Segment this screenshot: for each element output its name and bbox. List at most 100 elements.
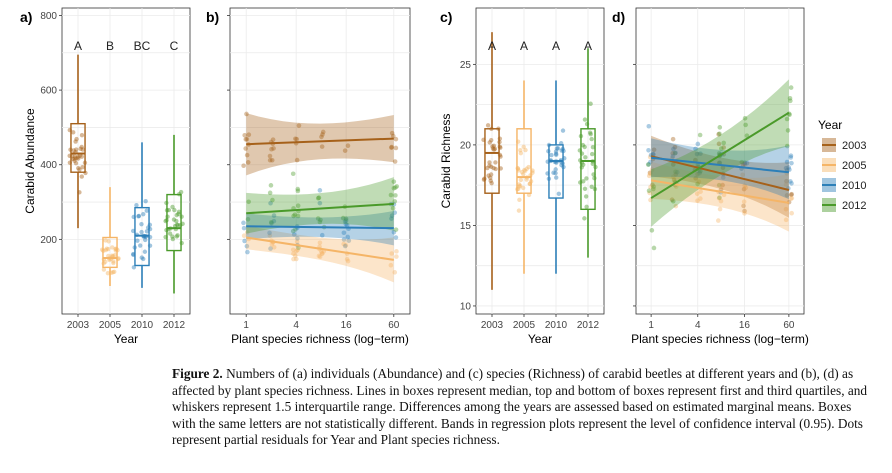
b-point xyxy=(317,188,323,193)
b-point xyxy=(394,254,399,259)
c-point xyxy=(582,144,587,150)
c-point xyxy=(554,175,559,180)
c-point xyxy=(584,176,589,181)
b-point xyxy=(319,249,324,255)
b-xtick-label: 60 xyxy=(388,320,400,331)
d-point xyxy=(720,165,726,171)
c-point xyxy=(493,160,498,165)
c-point xyxy=(488,175,493,180)
a-point xyxy=(170,234,175,239)
a-point xyxy=(142,237,148,243)
b-point xyxy=(316,253,322,259)
c-point xyxy=(582,186,588,191)
d-point xyxy=(743,122,748,128)
c-point xyxy=(519,169,525,175)
c-box xyxy=(548,144,564,199)
a-point xyxy=(136,214,141,219)
legend-item-label: 2005 xyxy=(842,160,866,172)
a-point xyxy=(136,213,142,219)
d-point xyxy=(784,159,790,165)
d-point xyxy=(717,195,722,200)
b-point xyxy=(245,230,250,235)
d-point xyxy=(649,167,655,172)
a-significance-letter: B xyxy=(106,39,114,53)
d-point xyxy=(647,170,653,176)
a-ytick-label: 400 xyxy=(40,160,57,171)
c-point xyxy=(589,136,594,142)
b-point xyxy=(389,251,394,256)
a-significance-letter: C xyxy=(170,39,179,53)
b-point xyxy=(293,253,298,259)
c-point xyxy=(521,171,526,177)
b-point xyxy=(393,235,399,240)
d-point xyxy=(695,171,700,177)
b-point xyxy=(343,218,349,223)
c-xtick-label: 2003 xyxy=(481,320,504,331)
a-point xyxy=(78,146,83,151)
d-point xyxy=(673,203,679,209)
c-point xyxy=(493,166,498,172)
b-point xyxy=(389,213,395,218)
b-point xyxy=(292,212,298,217)
d-point xyxy=(788,85,794,90)
d-point xyxy=(672,144,678,150)
a-point xyxy=(167,231,173,236)
c-point xyxy=(518,150,524,156)
a-point xyxy=(142,249,148,254)
b-point xyxy=(294,248,299,254)
d-point xyxy=(671,177,677,183)
b-point xyxy=(290,171,296,177)
d-point xyxy=(787,95,793,101)
d-point xyxy=(741,186,747,192)
d-point xyxy=(789,160,794,166)
d-point xyxy=(788,155,794,160)
b-point xyxy=(270,197,275,203)
d-point xyxy=(789,210,794,216)
a-point xyxy=(172,207,177,213)
d-confidence-band xyxy=(651,138,789,200)
d-point xyxy=(721,192,727,198)
c-point xyxy=(526,164,531,170)
b-point xyxy=(270,137,276,142)
b-point xyxy=(343,242,349,248)
figure: a) Carabid Abundance Year A B BC C 2003 2005 2… xyxy=(20,7,866,346)
b-point xyxy=(391,179,397,184)
b-point xyxy=(317,219,323,225)
b-point xyxy=(271,146,276,151)
c-point xyxy=(555,146,561,151)
b-point xyxy=(296,123,302,128)
b-point xyxy=(319,232,325,238)
c-point xyxy=(549,152,554,158)
b-xtick-label: 1 xyxy=(243,320,249,331)
b-point xyxy=(268,183,274,188)
c-point xyxy=(517,184,522,189)
d-point xyxy=(742,208,747,214)
b-point xyxy=(345,234,351,240)
b-point xyxy=(243,146,248,151)
b-point xyxy=(241,163,246,169)
a-point xyxy=(111,260,116,266)
b-point xyxy=(343,221,349,227)
b-point xyxy=(394,249,399,254)
c-point xyxy=(581,179,586,184)
b-point xyxy=(245,216,251,222)
b-point xyxy=(269,157,275,163)
a-point xyxy=(174,234,179,239)
c-point xyxy=(516,182,522,187)
c-xtick-label: 2012 xyxy=(577,320,600,331)
d-point xyxy=(646,188,652,194)
c-point xyxy=(516,208,522,213)
b-point xyxy=(291,232,297,237)
a-point xyxy=(174,222,180,227)
d-point xyxy=(693,146,698,152)
d-point xyxy=(783,206,789,212)
c-point xyxy=(523,147,528,153)
a-significance-letter: A xyxy=(74,39,82,53)
d-point xyxy=(741,199,747,205)
c-point xyxy=(560,128,566,133)
d-point xyxy=(788,196,794,202)
c-xtick-label: 2005 xyxy=(513,320,536,331)
panel-b-abundance-richness-scatter: b) Plant species richness (log−term) 1 4 1… xyxy=(206,7,411,346)
b-point xyxy=(241,220,246,226)
c-ytick-label: 20 xyxy=(460,140,472,151)
